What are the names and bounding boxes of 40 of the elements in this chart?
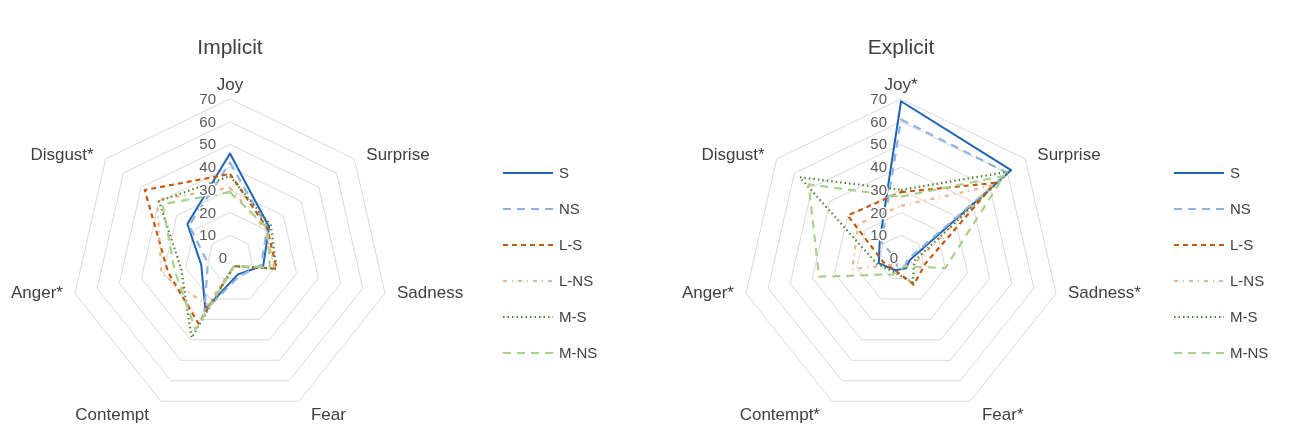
chart-title: Explicit — [867, 35, 935, 58]
y-tick-label: 20 — [199, 203, 216, 221]
legend-label: L-NS — [1230, 272, 1265, 289]
spoke-label: Fear — [310, 405, 347, 425]
spoke-label: Anger* — [682, 283, 735, 303]
y-tick-label: 60 — [199, 112, 216, 130]
legend-label: M-NS — [1230, 344, 1269, 361]
y-tick-label: 40 — [199, 158, 216, 176]
legend-label: NS — [559, 200, 580, 217]
spoke-label: Joy* — [884, 75, 918, 94]
chart-title: Implicit — [197, 35, 263, 58]
spoke-label: Disgust* — [701, 144, 766, 164]
legend-label: L-NS — [559, 272, 594, 289]
y-tick-label: 50 — [870, 135, 887, 153]
y-tick-label: 0 — [889, 249, 898, 266]
spoke-label: Anger* — [11, 283, 64, 303]
spoke-label: Sadness* — [1068, 283, 1142, 303]
spoke-label: Disgust* — [30, 144, 95, 164]
y-tick-label: 70 — [199, 90, 216, 107]
spoke-label: Surprise — [366, 144, 430, 164]
y-tick-label: 60 — [870, 112, 887, 130]
y-tick-label: 70 — [870, 90, 887, 107]
legend-label: M-NS — [559, 344, 598, 361]
legend-label: L-S — [559, 236, 583, 253]
spoke-label: Contempt — [75, 405, 150, 425]
legend-label: S — [1230, 164, 1241, 181]
legend-label: NS — [1230, 200, 1251, 217]
y-tick-label: 0 — [218, 249, 227, 266]
spoke-label: Sadness — [397, 283, 464, 303]
spoke-label: Joy — [216, 75, 244, 94]
spoke-label: Contempt* — [739, 405, 821, 425]
spoke-label: Fear* — [981, 405, 1024, 425]
y-tick-label: 10 — [199, 226, 216, 244]
legend-label: M-S — [1230, 308, 1258, 325]
y-tick-label: 50 — [199, 135, 216, 153]
legend-label: L-S — [1230, 236, 1254, 253]
spoke-label: Surprise — [1037, 144, 1101, 164]
y-tick-label: 40 — [870, 158, 887, 176]
legend-label: M-S — [559, 308, 587, 325]
legend-label: S — [559, 164, 570, 181]
